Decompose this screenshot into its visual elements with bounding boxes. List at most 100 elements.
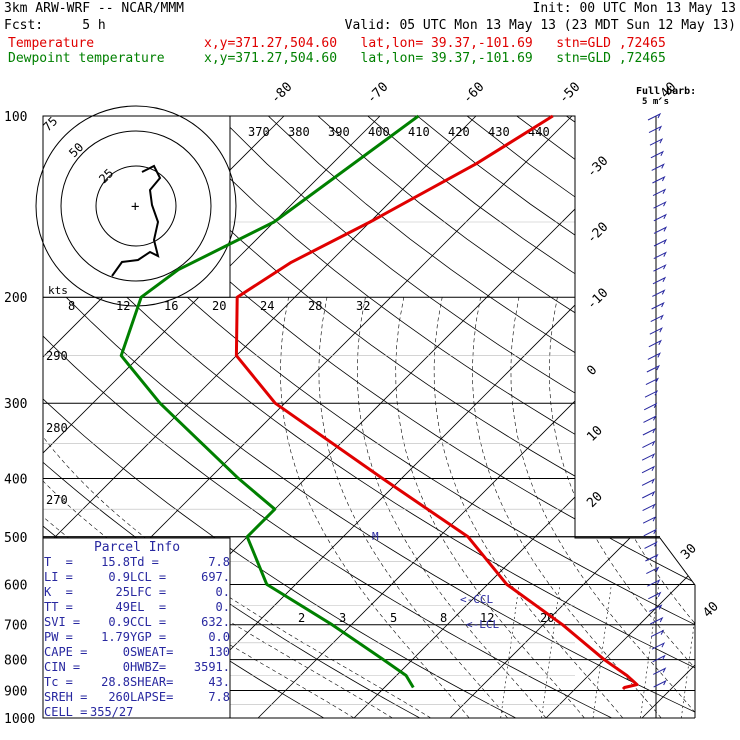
wind-barb <box>647 112 662 121</box>
parcel-cell: 697. <box>201 570 230 584</box>
parcel-cell: 3591. <box>193 660 230 674</box>
wind-barb-unit: 5 m s <box>642 97 669 107</box>
wind-barb <box>641 453 656 461</box>
wind-barb <box>653 238 668 247</box>
dry-adiabat <box>665 116 695 718</box>
theta-label: 430 <box>488 125 510 139</box>
parcel-cell: 130 <box>208 645 230 659</box>
parcel-cell: 0. <box>215 600 230 614</box>
wind-barb <box>652 188 667 197</box>
dry-adiabat <box>716 116 740 718</box>
parcel-cell: 0.9 <box>108 570 130 584</box>
pressure-tick-label: 200 <box>4 291 27 306</box>
wind-barb <box>650 616 664 625</box>
theta-label: 380 <box>288 125 310 139</box>
wind-barb <box>653 264 667 272</box>
parcel-cell: SVI = <box>44 615 81 629</box>
wind-barb <box>649 604 663 612</box>
parcel-info-panel: Parcel Info T = 15.8 Td = 7.8 LI = 0.9 LCL = 69… <box>44 540 230 720</box>
wind-barb <box>641 465 656 474</box>
speed-tick-label: 8 <box>68 299 75 313</box>
hodograph-center: + <box>131 199 139 215</box>
parcel-cell: 0.9 <box>108 615 130 629</box>
moist-adiabat <box>587 297 695 718</box>
isotherm-label: -10 <box>584 286 611 313</box>
speed-tick-label: 16 <box>164 299 178 313</box>
moist-adiabat <box>280 297 470 718</box>
theta-label: 410 <box>408 125 430 139</box>
moist-adiabat <box>472 297 662 718</box>
wind-barb <box>648 125 663 134</box>
isotherm-label: 20 <box>584 489 606 511</box>
parcel-cell: EL = <box>130 600 167 614</box>
speed-tick-label: 20 <box>212 299 226 313</box>
isotherm-label: -30 <box>584 154 611 181</box>
parcel-row: SREH = 260 LAPSE= 7.8 <box>44 690 230 705</box>
parcel-row: Tc = 28.8 SHEAR= 43. <box>44 675 230 690</box>
isotherm-line <box>545 116 695 718</box>
theta-left-label: 270 <box>46 493 68 507</box>
mixing-ratio-line <box>733 584 740 718</box>
hodograph-unit: kts <box>48 284 68 297</box>
dry-adiabat <box>317 116 695 718</box>
dry-adiabat <box>516 116 695 718</box>
wind-barb <box>653 251 667 260</box>
isotherm-label: -70 <box>364 80 391 107</box>
parcel-cell: TT = <box>44 600 73 614</box>
moist-adiabat <box>43 297 355 718</box>
wind-barb <box>647 352 661 360</box>
isotherm-label: 0 <box>584 363 600 379</box>
parcel-cell: 355/27 <box>90 705 134 719</box>
parcel-cell: PW = <box>44 630 73 644</box>
parcel-cell: 49 <box>115 600 130 614</box>
parcel-cell: 7.8 <box>208 555 230 569</box>
ccl-marker: <-CCL <box>460 593 493 606</box>
parcel-cell: K = <box>44 585 73 599</box>
pressure-tick-label: 800 <box>4 654 27 669</box>
moist-adiabat <box>433 297 624 718</box>
mixing-ratio-label: 8 <box>440 611 447 625</box>
moist-adiabat <box>510 297 695 718</box>
wind-barb <box>643 415 657 423</box>
parcel-row: LI = 0.9 LCL = 697. <box>44 570 230 585</box>
dewpoint-legend-label: Dewpoint temperature <box>8 51 165 66</box>
moist-adiabat <box>43 297 393 718</box>
dry-adiabat <box>466 116 695 718</box>
parcel-cell: 7.8 <box>208 690 230 704</box>
dewpoint-location: x,y=371.27,504.60 lat,lon= 39.37,-101.69… <box>204 51 666 66</box>
mixing-ratio-label: 3 <box>339 611 346 625</box>
speed-tick-label: 32 <box>356 299 370 313</box>
temperature-legend-label: Temperature <box>8 36 95 51</box>
forecast-hour: Fcst: 5 h <box>4 18 106 33</box>
parcel-cell: LAPSE= <box>130 690 174 704</box>
moist-adiabat <box>356 297 547 718</box>
temperature-trace <box>234 114 639 691</box>
pressure-tick-label: 700 <box>4 619 27 634</box>
theta-label: 390 <box>328 125 350 139</box>
wind-barb <box>644 541 658 549</box>
lcl-marker: <-LCL <box>466 618 499 631</box>
parcel-info-box <box>42 537 231 719</box>
moist-adiabat <box>395 297 585 718</box>
moist-adiabat <box>43 297 431 718</box>
parcel-cell: 25 <box>115 585 130 599</box>
isotherm-label: -80 <box>268 80 295 107</box>
wind-barb <box>650 629 665 638</box>
parcel-row: K = 25 LFC = 0. <box>44 585 230 600</box>
pressure-tick-label: 600 <box>4 578 27 593</box>
dewpoint-trace <box>119 114 420 689</box>
pressure-tick-label: 500 <box>4 531 27 546</box>
wind-barb <box>645 553 659 562</box>
mixing-ratio-label: 12 <box>480 611 494 625</box>
parcel-row: TT = 49 EL = 0. <box>44 600 230 615</box>
wind-barb <box>648 591 662 600</box>
moist-adiabat <box>548 297 695 718</box>
theta-left-label: 280 <box>46 421 68 435</box>
parcel-row: CELL = 355/27 <box>44 705 230 720</box>
parcel-cell: 15.8 <box>101 555 130 569</box>
parcel-cell: 43. <box>208 675 230 689</box>
parcel-cell: HWBZ= <box>130 660 167 674</box>
parcel-row: CIN = 0 HWBZ= 3591. <box>44 660 230 675</box>
pressure-tick-label: 900 <box>4 684 27 699</box>
